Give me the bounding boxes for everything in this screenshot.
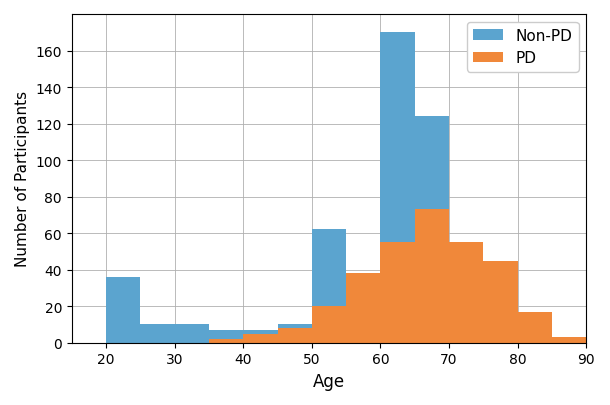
Bar	[381, 243, 415, 343]
Bar	[278, 325, 312, 343]
Y-axis label: Number of Participants: Number of Participants	[15, 91, 30, 267]
Bar	[518, 312, 552, 343]
Bar	[449, 243, 483, 343]
Bar	[415, 117, 449, 343]
Bar	[209, 330, 243, 343]
Legend: Non-PD, PD: Non-PD, PD	[467, 23, 578, 72]
X-axis label: Age: Age	[313, 372, 345, 390]
Bar	[312, 230, 346, 343]
Bar	[140, 325, 174, 343]
Bar	[552, 337, 586, 343]
Bar	[174, 325, 209, 343]
Bar	[483, 261, 518, 343]
Bar	[381, 33, 415, 343]
Bar	[346, 274, 381, 343]
Bar	[209, 339, 243, 343]
Bar	[243, 330, 278, 343]
Bar	[278, 328, 312, 343]
Bar	[415, 210, 449, 343]
Bar	[106, 277, 140, 343]
Bar	[312, 307, 346, 343]
Bar	[243, 334, 278, 343]
Bar	[483, 277, 518, 343]
